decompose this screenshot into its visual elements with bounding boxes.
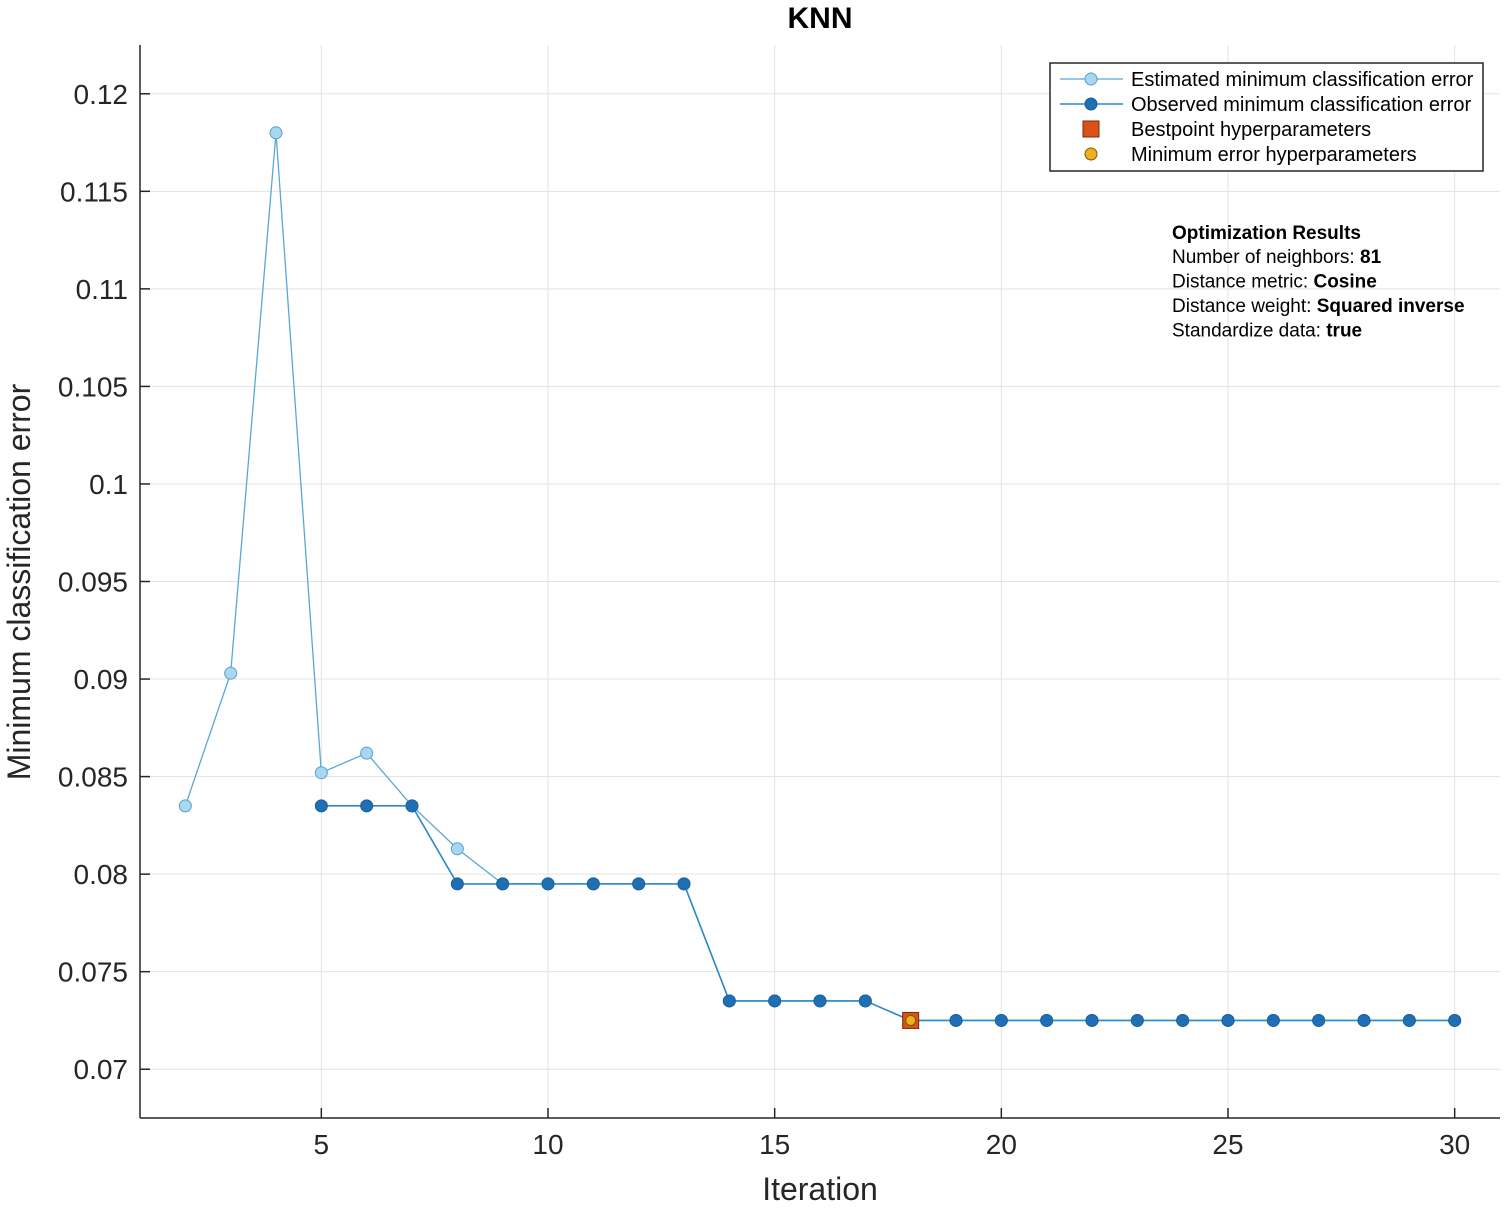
observed-error-line (321, 805, 1455, 1022)
minimum-error-marker (905, 1014, 917, 1026)
observed-error-point (314, 799, 328, 813)
legend-swatch-circle (1084, 147, 1098, 161)
legend-swatch-square (1082, 120, 1100, 138)
x-tick-label: 25 (1212, 1129, 1243, 1160)
legend-swatch-marker (1084, 72, 1098, 86)
results-value: Cosine (1313, 272, 1376, 293)
estimated-error-point (360, 746, 374, 760)
observed-error-point (813, 994, 827, 1008)
estimated-error-point (269, 126, 283, 140)
observed-error-point (722, 994, 736, 1008)
legend: Estimated minimum classification error Ob… (1049, 62, 1484, 172)
x-tick-label: 30 (1439, 1129, 1470, 1160)
results-label: Distance weight: (1172, 296, 1317, 317)
observed-error-point (1402, 1013, 1416, 1027)
y-tick-label: 0.09 (74, 664, 129, 695)
y-tick-label: 0.07 (74, 1054, 129, 1085)
legend-box (1049, 62, 1484, 172)
y-tick-label: 0.12 (74, 79, 129, 110)
x-tick-label: 15 (759, 1129, 790, 1160)
observed-error-point (1176, 1013, 1190, 1027)
legend-swatch-marker (1084, 97, 1098, 111)
observed-error-point (1357, 1013, 1371, 1027)
y-tick-label: 0.11 (76, 274, 128, 305)
observed-error-point (1085, 1013, 1099, 1027)
x-tick-label: 5 (314, 1129, 330, 1160)
observed-error-point (949, 1013, 963, 1027)
observed-error-point (632, 877, 646, 891)
y-tick-label: 0.105 (58, 371, 128, 402)
observed-error-point (586, 877, 600, 891)
observed-error-point (858, 994, 872, 1008)
observed-error-point (1130, 1013, 1144, 1027)
results-value: 81 (1360, 247, 1382, 268)
results-label: Distance metric: (1172, 272, 1313, 293)
estimated-error-point (314, 766, 328, 780)
x-axis-title: Iteration (762, 1171, 878, 1207)
y-tick-label: 0.08 (74, 859, 129, 890)
observed-error-point (496, 877, 510, 891)
observed-error-point (1221, 1013, 1235, 1027)
observed-error-point (1312, 1013, 1326, 1027)
legend-label: Estimated minimum classification error (1131, 69, 1474, 91)
x-tick-label: 10 (532, 1129, 563, 1160)
data-series (178, 126, 1462, 1029)
observed-error-point (994, 1013, 1008, 1027)
results-label: Number of neighbors: (1172, 247, 1360, 268)
observed-error-point (1040, 1013, 1054, 1027)
legend-label: Bestpoint hyperparameters (1131, 119, 1371, 141)
grid-lines (140, 45, 1500, 1118)
observed-error-point (405, 799, 419, 813)
observed-error-point (768, 994, 782, 1008)
results-line: Distance metric: Cosine (1172, 272, 1377, 293)
results-value: true (1326, 321, 1362, 342)
observed-error-point (541, 877, 555, 891)
observed-error-point (677, 877, 691, 891)
y-tick-label: 0.085 (58, 762, 128, 793)
estimated-error-point (224, 666, 238, 680)
observed-error-point (1266, 1013, 1280, 1027)
tick-labels: 5 10 15 20 25 30 0.07 0.075 0.08 0.085 0.09 0.095 0.… (58, 79, 1470, 1160)
legend-label: Minimum error hyperparameters (1131, 144, 1417, 166)
results-label: Standardize data: (1172, 321, 1326, 342)
results-line: Standardize data: true (1172, 321, 1362, 342)
optimization-results-annotation: Optimization Results Number of neighbors… (1172, 223, 1465, 342)
results-heading: Optimization Results (1172, 223, 1361, 244)
x-tick-label: 20 (986, 1129, 1017, 1160)
axes (139, 45, 1500, 1119)
observed-error-point (360, 799, 374, 813)
y-axis-title: Minimum classification error (1, 383, 37, 780)
results-value: Squared inverse (1317, 296, 1465, 317)
observed-error-point (1448, 1013, 1462, 1027)
observed-error-point (450, 877, 464, 891)
legend-label: Observed minimum classification error (1131, 94, 1471, 116)
y-tick-label: 0.115 (60, 176, 128, 207)
y-tick-label: 0.095 (58, 567, 128, 598)
estimated-error-point (178, 799, 192, 813)
y-tick-label: 0.075 (58, 957, 128, 988)
y-tick-label: 0.1 (89, 469, 128, 500)
results-line: Distance weight: Squared inverse (1172, 296, 1465, 317)
results-line: Number of neighbors: 81 (1172, 247, 1382, 268)
estimated-error-point (450, 842, 464, 856)
chart-title: KNN (788, 2, 853, 35)
